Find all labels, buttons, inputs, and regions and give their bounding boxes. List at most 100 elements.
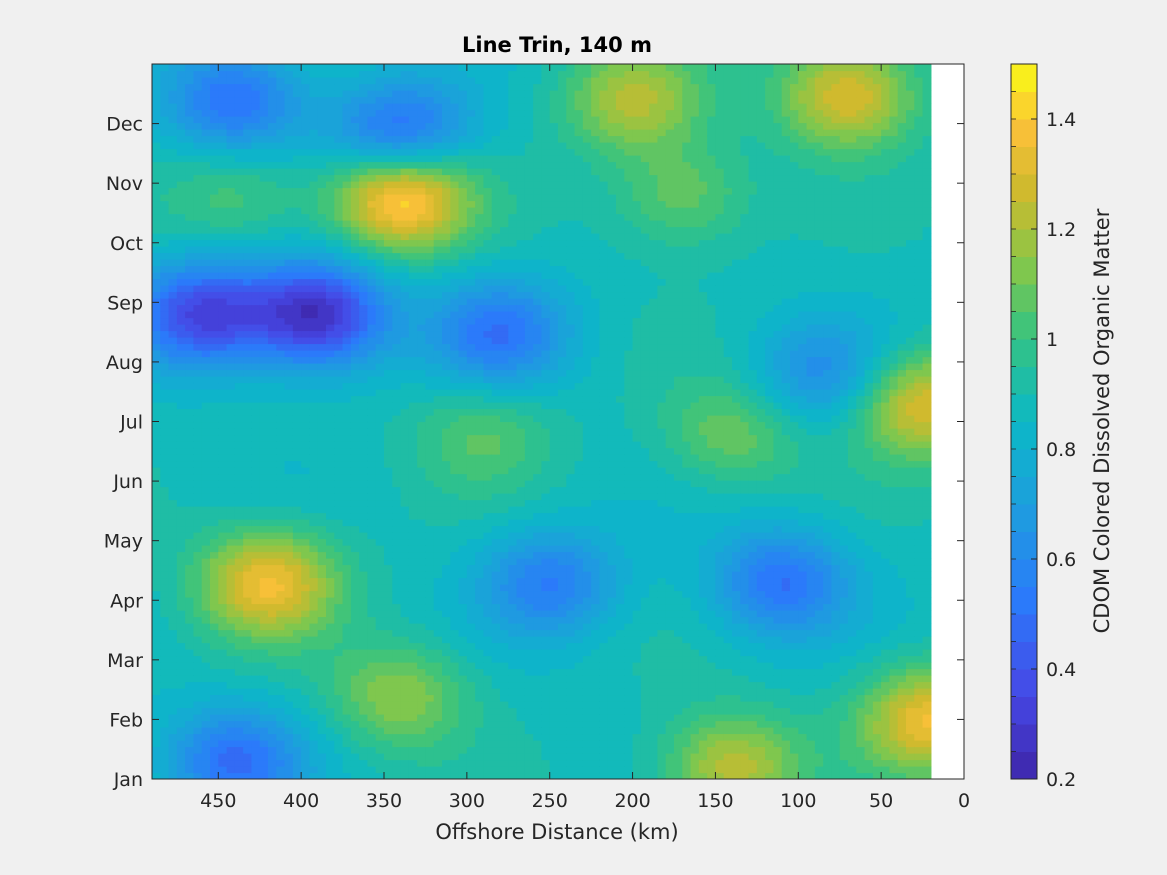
heatmap-cell (342, 168, 352, 176)
heatmap-cell (152, 233, 161, 241)
heatmap-cell (458, 330, 468, 338)
heatmap-cell (201, 532, 211, 540)
heatmap-cell (417, 343, 427, 351)
heatmap-cell (218, 174, 228, 182)
heatmap-cell (508, 701, 518, 709)
heatmap-cell (251, 688, 261, 696)
heatmap-cell (500, 610, 509, 618)
heatmap-cell (417, 571, 427, 579)
heatmap-cell (251, 454, 261, 462)
heatmap-cell (350, 317, 360, 325)
heatmap-cell (309, 675, 319, 683)
heatmap-cell (292, 506, 302, 514)
heatmap-cell (276, 64, 286, 72)
heatmap-cell (292, 655, 302, 663)
heatmap-cell (326, 434, 335, 442)
heatmap-cell (342, 356, 352, 364)
heatmap-cell (334, 135, 344, 143)
heatmap-cell (301, 727, 311, 735)
heatmap-cell (234, 766, 244, 774)
heatmap-cell (392, 538, 402, 546)
heatmap-cell (508, 675, 518, 683)
heatmap-cell (210, 753, 219, 761)
heatmap-cell (168, 337, 178, 345)
heatmap-cell (193, 109, 203, 117)
heatmap-cell (284, 668, 294, 676)
heatmap-cell (284, 291, 294, 299)
heatmap-cell (301, 350, 311, 358)
heatmap-cell (152, 135, 161, 143)
heatmap-cell (210, 590, 219, 598)
heatmap-cell (226, 564, 236, 572)
heatmap-cell (442, 304, 451, 312)
heatmap-cell (218, 155, 228, 163)
heatmap-cell (259, 519, 269, 527)
heatmap-cell (367, 590, 377, 598)
heatmap-cell (375, 142, 385, 150)
heatmap-cell (417, 460, 427, 468)
heatmap-cell (400, 720, 410, 728)
heatmap-cell (375, 668, 385, 676)
heatmap-cell (259, 83, 269, 91)
heatmap-cell (243, 532, 253, 540)
heatmap-cell (508, 272, 518, 280)
heatmap-cell (210, 83, 219, 91)
heatmap-cell (301, 629, 311, 637)
heatmap-cell (185, 376, 195, 384)
heatmap-cell (408, 759, 418, 767)
heatmap-cell (226, 603, 236, 611)
heatmap-cell (210, 688, 219, 696)
heatmap-cell (384, 746, 393, 754)
heatmap-cell (384, 421, 393, 429)
heatmap-cell (458, 688, 468, 696)
heatmap-cell (408, 499, 418, 507)
heatmap-cell (425, 376, 435, 384)
heatmap-cell (483, 233, 493, 241)
heatmap-cell (251, 246, 261, 254)
heatmap-cell (508, 486, 518, 494)
heatmap-cell (334, 363, 344, 371)
heatmap-cell (408, 642, 418, 650)
heatmap-cell (342, 259, 352, 267)
heatmap-cell (475, 155, 485, 163)
heatmap-cell (185, 467, 195, 475)
heatmap-cell (359, 246, 369, 254)
heatmap-cell (243, 116, 253, 124)
heatmap-cell (243, 226, 253, 234)
heatmap-cell (317, 454, 327, 462)
heatmap-cell (458, 168, 468, 176)
heatmap-cell (475, 564, 485, 572)
heatmap-cell (491, 577, 501, 585)
heatmap-cell (176, 194, 186, 202)
heatmap-cell (276, 590, 286, 598)
heatmap-cell (309, 415, 319, 423)
heatmap-cell (218, 759, 228, 767)
heatmap-cell (400, 740, 410, 748)
heatmap-cell (276, 532, 286, 540)
heatmap-cell (375, 551, 385, 559)
heatmap-cell (359, 408, 369, 416)
heatmap-cell (516, 311, 526, 319)
heatmap-cell (367, 519, 377, 527)
heatmap-cell (466, 317, 476, 325)
heatmap-cell (168, 155, 178, 163)
heatmap-cell (466, 525, 476, 533)
heatmap-cell (226, 421, 236, 429)
heatmap-cell (309, 259, 319, 267)
heatmap-cell (292, 577, 302, 585)
heatmap-cell (243, 564, 253, 572)
heatmap-cell (334, 350, 344, 358)
heatmap-cell (176, 376, 186, 384)
heatmap-cell (276, 142, 286, 150)
heatmap-cell (491, 538, 501, 546)
heatmap-cell (384, 538, 393, 546)
heatmap-cell (268, 480, 277, 488)
heatmap-cell (185, 688, 195, 696)
heatmap-cell (466, 259, 476, 267)
heatmap-cell (392, 298, 402, 306)
heatmap-cell (259, 642, 269, 650)
heatmap-cell (210, 343, 219, 351)
heatmap-cell (218, 135, 228, 143)
heatmap-cell (210, 252, 219, 260)
heatmap-cell (450, 181, 460, 189)
